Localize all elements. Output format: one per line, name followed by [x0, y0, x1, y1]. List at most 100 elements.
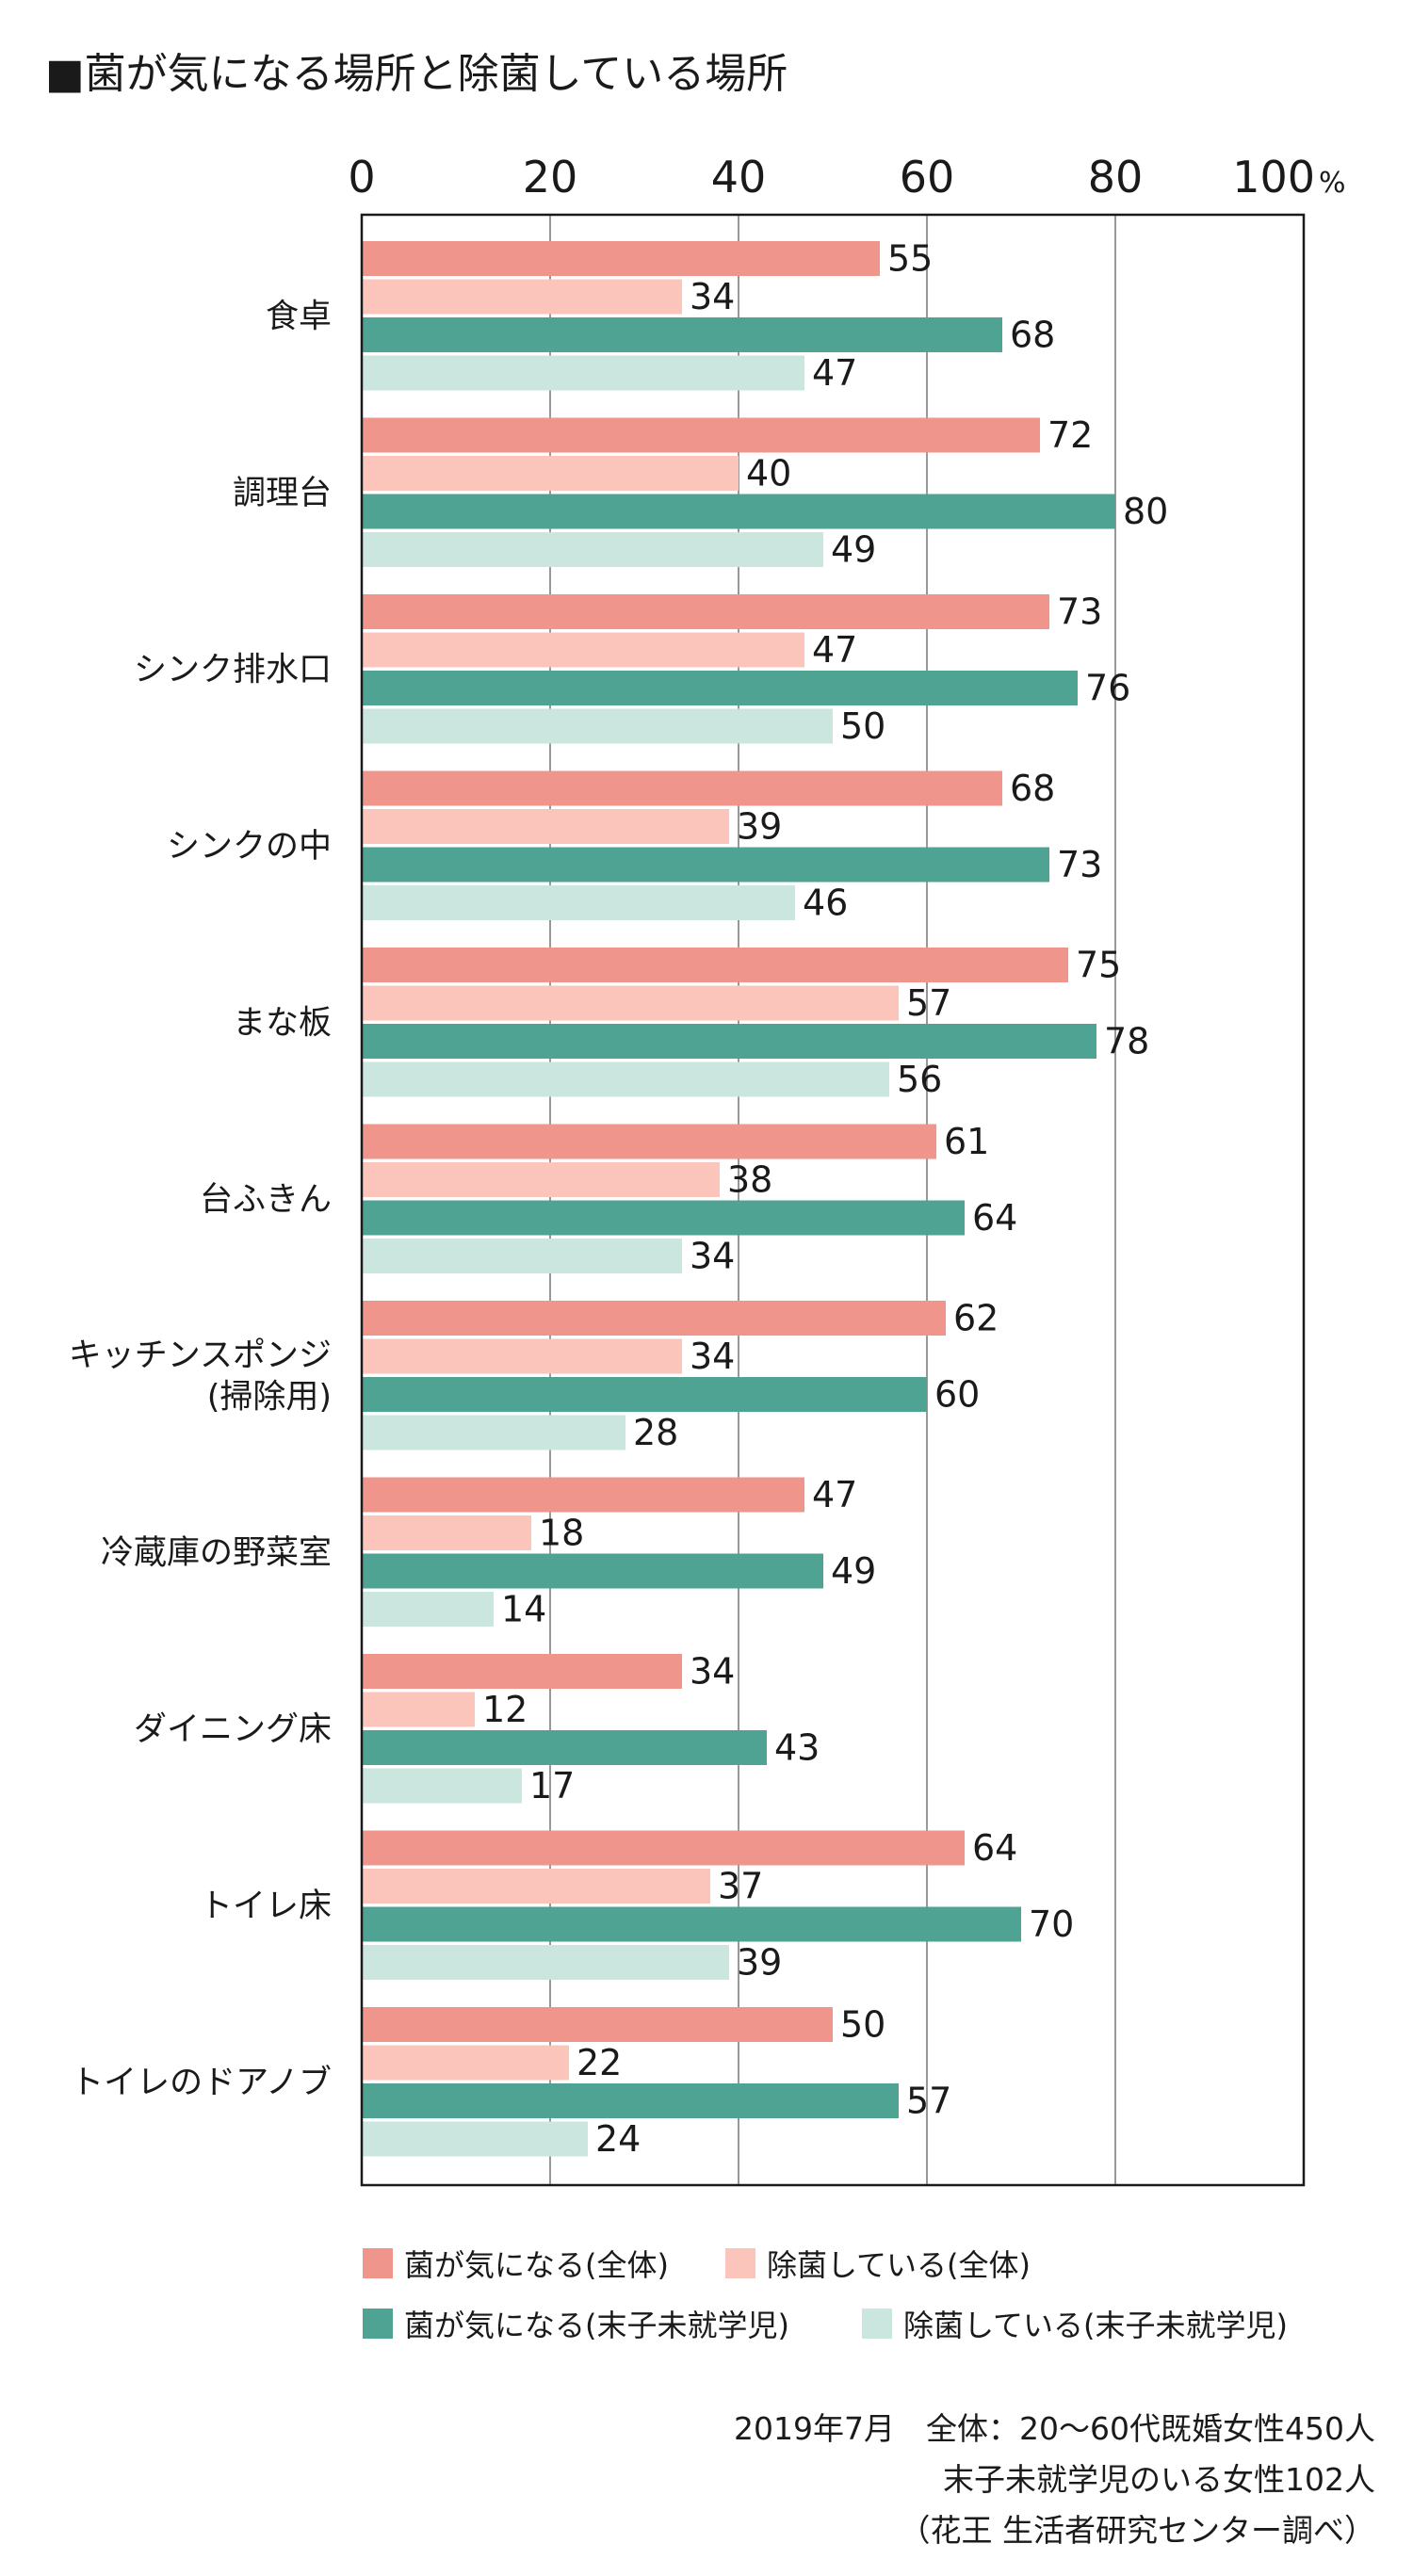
survey-note-2: 末子未就学児のいる女性102人 [943, 2461, 1375, 2498]
bar [362, 456, 739, 491]
bar [362, 2121, 588, 2157]
data-label: 70 [1029, 1904, 1074, 1945]
category-label: シンクの中 [167, 828, 332, 866]
data-label: 75 [1076, 945, 1121, 986]
category-label: トイレ床 [200, 1887, 332, 1925]
legend-item-4: 除菌している(末子未就学児) [862, 2302, 1288, 2345]
data-label: 47 [812, 1474, 857, 1515]
data-label: 78 [1104, 1021, 1149, 1062]
legend-label-2: 除菌している(全体) [767, 2247, 1031, 2283]
bar [362, 2083, 899, 2118]
data-label: 34 [690, 1651, 735, 1693]
x-tick-label: 0 [348, 152, 375, 203]
data-label: 56 [897, 1059, 942, 1100]
bar [362, 241, 880, 276]
survey-note-3: （花王 生活者研究センター調べ） [899, 2512, 1376, 2549]
data-label: 60 [934, 1374, 980, 1416]
data-label: 22 [577, 2042, 622, 2083]
data-label: 80 [1123, 491, 1168, 532]
bar [362, 317, 1002, 352]
category-label: (掃除用) [207, 1378, 332, 1416]
bar [362, 809, 729, 844]
data-label: 50 [840, 2004, 885, 2046]
data-label: 57 [906, 2081, 951, 2122]
bar [362, 1477, 804, 1513]
data-label: 49 [831, 529, 876, 571]
data-label: 46 [803, 883, 848, 924]
data-label: 38 [727, 1159, 772, 1201]
data-label: 55 [887, 238, 933, 280]
category-label: トイレのドアノブ [71, 2064, 332, 2101]
data-label: 68 [1010, 315, 1055, 356]
bar [362, 532, 823, 567]
data-label: 62 [953, 1298, 999, 1339]
data-label: 17 [529, 1765, 575, 1806]
data-label: 57 [906, 982, 951, 1024]
bar [362, 1415, 625, 1450]
legend-swatch-4 [862, 2309, 892, 2339]
category-label: 台ふきん [200, 1181, 332, 1219]
x-tick-label: 60 [900, 152, 955, 203]
x-tick-label: 80 [1088, 152, 1144, 203]
bar [362, 1906, 1021, 1942]
bar [362, 1553, 823, 1589]
bar [362, 1692, 475, 1727]
data-label: 18 [539, 1513, 584, 1554]
bar [362, 671, 1078, 705]
bar [362, 1730, 767, 1765]
legend-item-1: 菌が気になる(全体) [363, 2242, 669, 2285]
bar [362, 1377, 927, 1412]
bar [362, 1592, 494, 1627]
data-label: 64 [972, 1197, 1017, 1239]
bar [362, 1515, 531, 1550]
plot-frame [360, 213, 1306, 2187]
data-label: 64 [972, 1827, 1017, 1869]
data-label: 24 [595, 2118, 641, 2160]
bar [362, 355, 804, 391]
x-tick-label: 100 [1232, 152, 1315, 203]
bar [362, 1061, 889, 1097]
data-label: 40 [746, 453, 791, 494]
data-label: 39 [737, 1942, 782, 1984]
data-label: 76 [1085, 668, 1130, 709]
chart-title: ■菌が気になる場所と除菌している場所 [45, 50, 788, 98]
bar [362, 948, 1068, 982]
category-label: キッチンスポンジ [69, 1337, 332, 1374]
legend-swatch-3 [363, 2309, 393, 2339]
data-label: 12 [482, 1689, 528, 1730]
x-tick-label: 20 [523, 152, 578, 203]
category-label: 食卓 [266, 298, 332, 335]
data-label: 34 [690, 276, 735, 317]
bar [362, 1301, 946, 1336]
bar [362, 1338, 682, 1374]
legend-label-3: 菌が気になる(末子未就学児) [404, 2308, 789, 2343]
category-label: ダイニング床 [134, 1710, 332, 1748]
bar [362, 1869, 710, 1904]
data-label: 39 [737, 806, 782, 848]
bar [362, 594, 1049, 629]
legend-label-4: 除菌している(末子未就学児) [903, 2308, 1289, 2343]
data-label: 68 [1010, 768, 1055, 809]
bar [362, 1945, 729, 1980]
bar [362, 770, 1002, 806]
category-label: 調理台 [233, 475, 332, 512]
bar [362, 2045, 569, 2081]
legend-swatch-2 [725, 2248, 755, 2278]
category-label: まな板 [233, 1004, 332, 1042]
bar [362, 1239, 682, 1273]
bar [362, 1162, 720, 1197]
bar [362, 1768, 522, 1804]
data-label: 47 [812, 352, 857, 394]
bar [362, 885, 795, 920]
category-label: 冷蔵庫の野菜室 [101, 1534, 332, 1572]
bar [362, 1024, 1096, 1059]
legend-item-3: 菌が気になる(末子未就学児) [363, 2302, 789, 2345]
bar [362, 985, 899, 1021]
x-unit-label: % [1319, 167, 1346, 200]
data-label: 43 [774, 1727, 820, 1769]
data-label: 34 [690, 1236, 735, 1277]
bar [362, 1124, 936, 1159]
data-label: 47 [812, 629, 857, 671]
x-tick-label: 40 [711, 152, 767, 203]
